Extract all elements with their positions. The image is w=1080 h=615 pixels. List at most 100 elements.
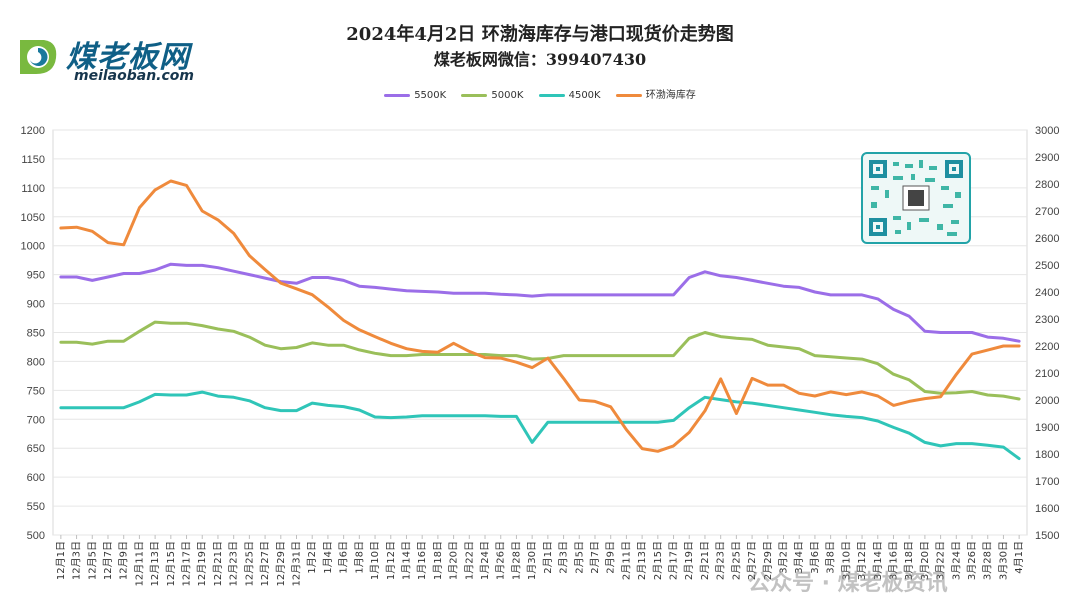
left-tick-label: 1100 (21, 183, 45, 195)
x-tick-label: 3月24日 (950, 541, 962, 580)
legend-swatch (384, 93, 411, 97)
legend-item-inventory[interactable]: 环渤海库存 (615, 86, 696, 101)
x-tick-label: 1月8日 (353, 541, 365, 574)
right-tick-label: 1600 (1035, 503, 1059, 515)
x-tick-label: 1月28日 (510, 541, 522, 580)
right-tick-label: 1500 (1035, 530, 1059, 542)
legend-label: 4500K (568, 90, 601, 101)
right-tick-label: 1900 (1035, 422, 1059, 434)
left-tick-label: 1000 (21, 241, 45, 253)
x-tick-label: 3月16日 (887, 541, 899, 580)
left-tick-label: 1050 (21, 212, 45, 224)
x-tick-label: 3月14日 (872, 541, 884, 580)
right-tick-label: 1700 (1035, 476, 1059, 488)
right-tick-label: 2100 (1035, 368, 1059, 380)
x-tick-label: 12月1日 (55, 541, 67, 580)
x-tick-label: 3月4日 (793, 541, 805, 574)
x-tick-label: 12月27日 (259, 541, 271, 586)
x-tick-label: 3月22日 (935, 541, 947, 580)
x-tick-label: 2月5日 (573, 541, 585, 574)
x-tick-label: 2月25日 (730, 541, 742, 580)
chart-legend: 5500K 5000K 4500K 环渤海库存 (0, 86, 1080, 101)
x-tick-label: 12月21日 (212, 541, 224, 586)
x-tick-label: 2月27日 (746, 541, 758, 580)
legend-label: 5000K (491, 90, 524, 101)
x-tick-label: 3月8日 (825, 541, 837, 574)
x-tick-label: 1月18日 (432, 541, 444, 580)
x-tick-label: 12月19日 (196, 541, 208, 586)
legend-item-5500k[interactable]: 5500K (384, 90, 446, 101)
x-tick-label: 3月26日 (966, 541, 978, 580)
x-tick-label: 12月25日 (243, 541, 255, 586)
right-tick-label: 2400 (1035, 287, 1059, 299)
left-tick-label: 1200 (21, 125, 45, 137)
x-tick-label: 1月30日 (526, 541, 538, 580)
x-tick-label: 3月6日 (809, 541, 821, 574)
x-tick-label: 2月15日 (652, 541, 664, 580)
x-tick-label: 12月11日 (133, 541, 145, 586)
left-tick-label: 800 (27, 356, 45, 368)
legend-label: 环渤海库存 (645, 90, 696, 101)
logo-domain: meilaoban.com (74, 68, 195, 84)
x-tick-label: 3月28日 (982, 541, 994, 580)
series-line-环渤海库存 (59, 179, 1021, 453)
left-tick-label: 650 (27, 443, 45, 455)
left-tick-label: 950 (27, 270, 45, 282)
left-tick-label: 600 (27, 472, 45, 484)
x-tick-label: 2月23日 (715, 541, 727, 580)
legend-item-5000k[interactable]: 5000K (461, 90, 523, 101)
x-tick-label: 12月3日 (71, 541, 83, 580)
series-line-4500K (59, 390, 1021, 461)
x-tick-label: 2月29日 (762, 541, 774, 580)
x-tick-label: 1月26日 (495, 541, 507, 580)
right-tick-label: 1800 (1035, 449, 1059, 461)
x-tick-label: 2月21日 (699, 541, 711, 580)
x-tick-label: 3月30日 (997, 541, 1009, 580)
x-tick-label: 1月22日 (463, 541, 475, 580)
x-tick-label: 1月6日 (338, 541, 350, 574)
right-tick-label: 2000 (1035, 395, 1059, 407)
qr-code-icon (869, 160, 963, 236)
x-tick-label: 1月16日 (416, 541, 428, 580)
x-tick-label: 1月14日 (400, 541, 412, 580)
left-tick-label: 850 (27, 328, 45, 340)
x-tick-label: 2月1日 (542, 541, 554, 574)
right-tick-label: 2300 (1035, 314, 1059, 326)
chart-subtitle: 煤老板网微信：399407430 (433, 50, 647, 69)
x-tick-label: 12月5日 (86, 541, 98, 580)
x-tick-label: 2月11日 (620, 541, 632, 580)
series-line-5000K (59, 320, 1021, 401)
right-tick-label: 2700 (1035, 206, 1059, 218)
logo-mark-icon (20, 40, 57, 74)
left-tick-label: 550 (27, 501, 45, 513)
x-tick-label: 1月4日 (322, 541, 334, 574)
left-tick-label: 750 (27, 385, 45, 397)
x-tick-label: 2月9日 (605, 541, 617, 574)
qr-code (861, 152, 971, 244)
x-tick-label: 12月15日 (165, 541, 177, 586)
x-tick-label: 12月29日 (275, 541, 287, 586)
logo: 煤老板网 meilaoban.com (14, 30, 234, 90)
x-tick-label: 12月17日 (181, 541, 193, 586)
x-tick-label: 12月31日 (291, 541, 303, 586)
x-tick-label: 3月2日 (778, 541, 790, 574)
x-tick-label: 2月13日 (636, 541, 648, 580)
x-tick-label: 1月20日 (448, 541, 460, 580)
x-tick-label: 12月9日 (118, 541, 130, 580)
right-tick-label: 2500 (1035, 260, 1059, 272)
left-tick-label: 500 (27, 530, 45, 542)
x-tick-label: 2月3日 (558, 541, 570, 574)
legend-label: 5500K (414, 90, 447, 101)
legend-item-4500k[interactable]: 4500K (538, 90, 601, 101)
right-tick-label: 2900 (1035, 152, 1059, 164)
series-line-5500K (59, 262, 1021, 343)
legend-swatch (538, 93, 565, 97)
x-tick-label: 4月1日 (1013, 541, 1025, 574)
x-tick-label: 1月10日 (369, 541, 381, 580)
x-tick-label: 1月2日 (306, 541, 318, 574)
x-tick-label: 12月23日 (228, 541, 240, 586)
left-tick-label: 700 (27, 414, 45, 426)
x-tick-label: 3月18日 (903, 541, 915, 580)
right-tick-label: 2600 (1035, 233, 1059, 245)
